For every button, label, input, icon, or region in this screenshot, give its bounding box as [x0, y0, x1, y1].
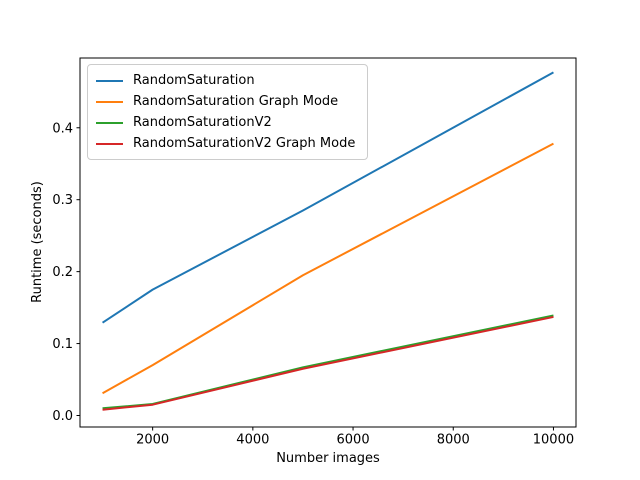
legend-item-randomsaturationv2-graph-mode: RandomSaturationV2 Graph Mode	[96, 133, 355, 154]
series-line-randomsaturation	[101, 71, 554, 324]
legend-line-swatch	[96, 121, 123, 124]
legend-item-randomsaturation: RandomSaturation	[96, 70, 355, 91]
legend-item-label: RandomSaturation	[133, 73, 255, 88]
series-line-randomsaturationv2-graph-mode	[102, 315, 554, 411]
x-tick-label: 4000	[236, 433, 269, 448]
y-axis-label: Runtime (seconds)	[30, 181, 45, 303]
legend-item-label: RandomSaturation Graph Mode	[133, 94, 339, 109]
x-axis-ticks: 2000 4000 6000 8000 10000	[136, 427, 574, 448]
x-tick-label: 8000	[437, 433, 470, 448]
legend: RandomSaturation RandomSaturation Graph M…	[87, 64, 369, 160]
legend-item-randomsaturation-graph-mode: RandomSaturation Graph Mode	[96, 91, 355, 112]
axes-frame	[79, 57, 577, 428]
legend-line-swatch	[96, 79, 123, 82]
series-lines	[101, 71, 554, 411]
y-tick-label: 0.3	[52, 193, 73, 208]
y-tick-label: 0.0	[52, 409, 73, 424]
y-axis-ticks: 0.0 0.1 0.2 0.3 0.4	[52, 121, 80, 424]
series-line-randomsaturationv2	[102, 314, 554, 410]
x-tick-label: 6000	[337, 433, 370, 448]
legend-line-swatch	[96, 142, 123, 145]
y-tick-label: 0.1	[52, 337, 73, 352]
x-axis-label: Number images	[276, 451, 380, 466]
y-tick-label: 0.4	[52, 121, 73, 136]
legend-item-randomsaturationv2: RandomSaturationV2	[96, 112, 355, 133]
legend-item-label: RandomSaturationV2	[133, 115, 272, 130]
legend-item-label: RandomSaturationV2 Graph Mode	[133, 136, 356, 151]
x-tick-label: 10000	[533, 433, 574, 448]
y-tick-label: 0.2	[52, 265, 73, 280]
legend-line-swatch	[96, 100, 123, 103]
x-tick-label: 2000	[136, 433, 169, 448]
series-line-randomsaturation-graph-mode	[102, 142, 554, 395]
